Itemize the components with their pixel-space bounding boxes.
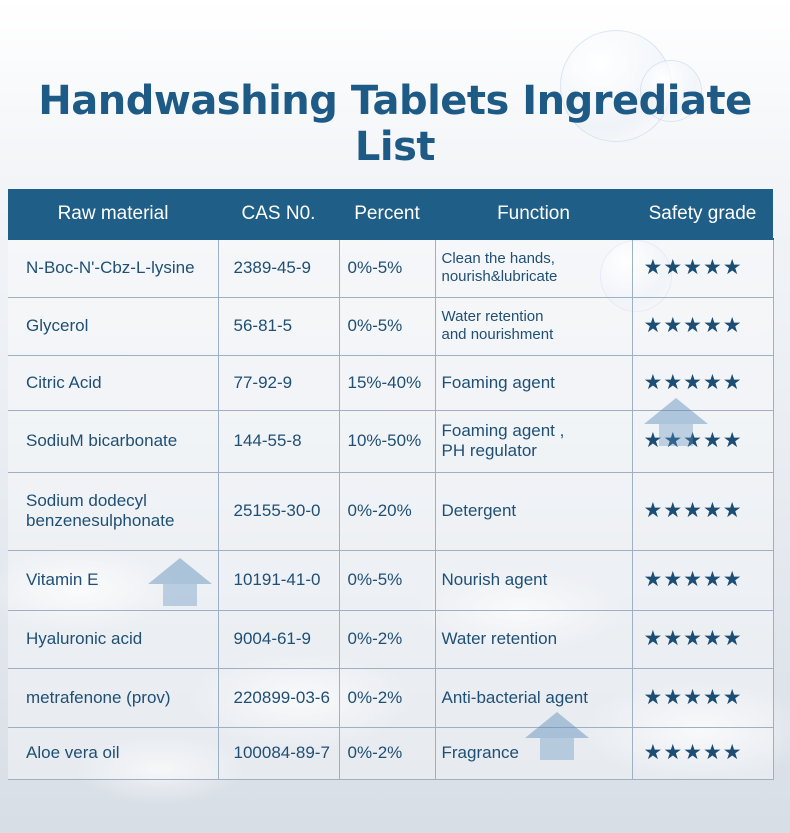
up-arrow-decoration <box>644 398 708 424</box>
cas-cell: 25155-30-0 <box>217 471 340 551</box>
column-header-function: Function <box>435 189 632 240</box>
table-row: Vitamin E 10191-41-0 0%-5% Nourish agent… <box>8 549 774 611</box>
star-rating-icon: ★★★★★ <box>643 684 743 709</box>
function-cell: Foaming agent , PH regulator <box>434 409 633 473</box>
function-text: Foaming agent <box>441 372 555 392</box>
material-text: Citric Acid <box>26 372 102 392</box>
function-cell: Detergent <box>434 471 633 551</box>
function-text: Water retention <box>441 308 544 325</box>
bubble-decoration <box>640 60 702 122</box>
function-text: Fragrance <box>441 743 519 762</box>
material-cell: metrafenone (prov) <box>8 667 219 728</box>
safety-grade-cell: ★★★★★ <box>631 471 774 551</box>
material-text: metrafenone (prov) <box>26 687 171 707</box>
function-cell: Clean the hands, nourish&lubricate <box>434 238 633 298</box>
safety-grade-cell: ★★★★★ <box>631 609 774 669</box>
cas-cell: 9004-61-9 <box>217 609 340 669</box>
column-header-cas: CAS N0. <box>218 189 339 240</box>
star-rating-icon: ★★★★★ <box>643 740 743 764</box>
page-title: Handwashing Tablets Ingrediate List <box>38 78 752 170</box>
column-header-percent: Percent <box>339 189 435 240</box>
function-text: Foaming agent , <box>441 421 565 440</box>
table-header-row: Raw material CAS N0. Percent Function Sa… <box>8 189 773 240</box>
percent-cell: 15%-40% <box>338 354 436 411</box>
up-arrow-decoration <box>163 584 197 606</box>
safety-grade-cell: ★★★★★ <box>631 549 774 611</box>
cas-cell: 100084-89-7 <box>217 726 340 780</box>
function-text: Nourish agent <box>441 570 548 589</box>
table-row: Sodium dodecyl benzenesulphonate 25155-30… <box>8 471 774 551</box>
up-arrow-decoration <box>659 424 693 446</box>
percent-cell: 0%-20% <box>338 471 436 551</box>
material-cell: Citric Acid <box>8 354 219 411</box>
safety-grade-cell: ★★★★★ <box>631 726 774 780</box>
table-row: N-Boc-N'-Cbz-L-lysine 2389-45-9 0%-5% Cl… <box>8 238 774 298</box>
percent-cell: 0%-5% <box>338 549 436 611</box>
table-row: Citric Acid 77-92-9 15%-40% Foaming agen… <box>8 354 774 411</box>
material-cell: Glycerol <box>8 296 219 356</box>
table-row: metrafenone (prov) 220899-03-6 0%-2% Ant… <box>8 667 774 728</box>
material-cell: Aloe vera oil <box>8 726 219 780</box>
percent-cell: 0%-5% <box>338 238 436 298</box>
column-header-safety-grade: Safety grade <box>632 189 773 240</box>
safety-grade-cell: ★★★★★ <box>631 409 774 473</box>
percent-cell: 0%-5% <box>338 296 436 356</box>
cas-cell: 56-81-5 <box>217 296 340 356</box>
ingredient-table: Raw material CAS N0. Percent Function Sa… <box>8 189 774 780</box>
function-text: Water retention <box>441 629 558 648</box>
star-rating-icon: ★★★★★ <box>643 369 743 394</box>
up-arrow-decoration <box>540 738 574 760</box>
up-arrow-decoration <box>525 712 589 738</box>
material-cell: Vitamin E <box>8 549 219 611</box>
function-text: Detergent <box>441 501 517 520</box>
material-cell: Sodium dodecyl benzenesulphonate <box>8 471 219 551</box>
star-rating-icon: ★★★★★ <box>643 567 743 591</box>
function-text: Clean the hands, <box>441 250 555 268</box>
column-header-raw-material: Raw material <box>8 189 218 240</box>
table-row: Glycerol 56-81-5 0%-5% Water retention an… <box>8 296 774 356</box>
function-cell: Water retention <box>434 609 633 669</box>
percent-cell: 0%-2% <box>338 726 436 780</box>
star-rating-icon: ★★★★★ <box>643 428 743 452</box>
material-text: benzenesulphonate <box>26 511 175 530</box>
material-text: SodiuM bicarbonate <box>26 431 178 450</box>
up-arrow-decoration <box>148 558 212 584</box>
percent-cell: 0%-2% <box>338 609 436 669</box>
safety-grade-cell: ★★★★★ <box>631 667 774 728</box>
function-cell: Fragrance <box>434 726 633 780</box>
material-text: Glycerol <box>26 316 89 335</box>
function-cell: Water retention and nourishment <box>434 296 633 356</box>
function-text: nourish&lubricate <box>441 268 558 286</box>
percent-cell: 10%-50% <box>338 409 436 473</box>
cas-cell: 77-92-9 <box>217 354 340 411</box>
safety-grade-cell: ★★★★★ <box>631 296 774 356</box>
material-cell: Hyaluronic acid <box>8 609 219 669</box>
cas-cell: 2389-45-9 <box>217 238 340 298</box>
safety-grade-cell: ★★★★★ <box>631 354 774 411</box>
material-text: Aloe vera oil <box>26 743 120 762</box>
function-text: PH regulator <box>441 441 537 460</box>
table-row: SodiuM bicarbonate 144-55-8 10%-50% Foam… <box>8 409 774 473</box>
material-cell: N-Boc-N'-Cbz-L-lysine <box>8 238 219 298</box>
star-rating-icon: ★★★★★ <box>643 498 743 522</box>
material-text: Vitamin E <box>26 570 99 589</box>
function-cell: Foaming agent <box>434 354 633 411</box>
material-text: N-Boc-N'-Cbz-L-lysine <box>26 258 195 278</box>
function-text: Anti-bacterial agent <box>441 687 588 707</box>
table-row: Hyaluronic acid 9004-61-9 0%-2% Water re… <box>8 609 774 669</box>
material-text: Hyaluronic acid <box>26 629 143 648</box>
cas-cell: 220899-03-6 <box>217 667 340 728</box>
percent-cell: 0%-2% <box>338 667 436 728</box>
star-rating-icon: ★★★★★ <box>643 255 743 280</box>
function-text: and nourishment <box>441 326 554 343</box>
cas-cell: 144-55-8 <box>217 409 340 473</box>
material-text: Sodium dodecyl <box>26 491 147 510</box>
safety-grade-cell: ★★★★★ <box>631 238 774 298</box>
star-rating-icon: ★★★★★ <box>643 626 743 650</box>
material-cell: SodiuM bicarbonate <box>8 409 219 473</box>
table-row: Aloe vera oil 100084-89-7 0%-2% Fragranc… <box>8 726 774 780</box>
star-rating-icon: ★★★★★ <box>643 313 743 337</box>
function-cell: Nourish agent <box>434 549 633 611</box>
cas-cell: 10191-41-0 <box>217 549 340 611</box>
